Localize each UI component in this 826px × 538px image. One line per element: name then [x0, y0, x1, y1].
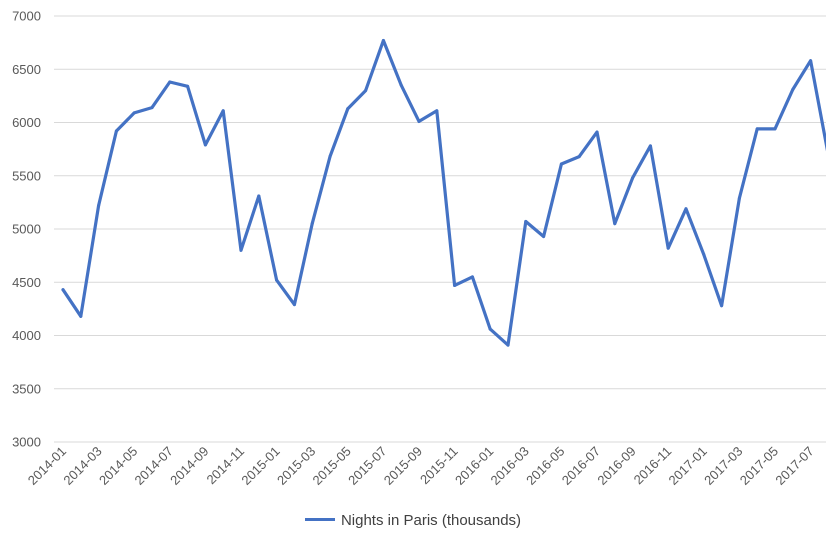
- data-point: [755, 127, 759, 131]
- data-point: [292, 303, 296, 307]
- x-tick-label: 2017-05: [737, 444, 781, 488]
- x-tick-label: 2015-07: [345, 444, 389, 488]
- legend-swatch: [304, 517, 335, 521]
- data-point: [275, 278, 279, 282]
- series-line-0: [61, 38, 826, 347]
- series-lines: [61, 38, 826, 347]
- data-point: [61, 288, 65, 292]
- y-tick-label: 6000: [12, 115, 41, 130]
- y-tick-label: 6500: [12, 62, 41, 77]
- data-point: [435, 109, 439, 113]
- data-point: [737, 196, 741, 200]
- data-point: [577, 155, 581, 159]
- data-point: [132, 111, 136, 115]
- data-point: [648, 144, 652, 148]
- x-tick-label: 2016-03: [488, 444, 532, 488]
- data-point: [399, 83, 403, 87]
- data-point: [613, 222, 617, 226]
- x-tick-label: 2014-03: [60, 444, 104, 488]
- y-axis: 3000 3500 4000 4500 5000 5500 6000 6500 7000: [12, 9, 41, 450]
- data-point: [150, 106, 154, 110]
- data-point: [381, 38, 385, 42]
- x-tick-label: 2017-03: [701, 444, 745, 488]
- x-tick-label: 2017-01: [666, 444, 710, 488]
- x-tick-label: 2016-07: [559, 444, 603, 488]
- data-point: [364, 89, 368, 93]
- data-point: [791, 87, 795, 91]
- data-point: [203, 143, 207, 147]
- data-point: [346, 107, 350, 111]
- legend: Nights in Paris (thousands): [0, 512, 826, 529]
- y-tick-label: 4000: [12, 328, 41, 343]
- x-tick-label: 2016-01: [452, 444, 496, 488]
- data-point: [488, 327, 492, 331]
- x-tick-label: 2014-09: [167, 444, 211, 488]
- y-tick-label: 5500: [12, 168, 41, 183]
- data-point: [524, 220, 528, 224]
- y-tick-label: 5000: [12, 222, 41, 237]
- data-point: [809, 59, 813, 63]
- data-point: [666, 246, 670, 250]
- x-tick-label: 2016-09: [594, 444, 638, 488]
- data-point: [631, 176, 635, 180]
- data-point: [506, 343, 510, 347]
- data-point: [79, 314, 83, 318]
- data-point: [702, 253, 706, 257]
- y-tick-label: 3000: [12, 435, 41, 450]
- data-point: [720, 304, 724, 308]
- data-point: [417, 119, 421, 123]
- data-point: [310, 222, 314, 226]
- x-tick-label: 2016-05: [523, 444, 567, 488]
- data-point: [453, 283, 457, 287]
- data-point: [168, 80, 172, 84]
- data-point: [773, 127, 777, 131]
- legend-label: Nights in Paris (thousands): [340, 512, 522, 529]
- x-axis: 2014-012014-032014-052014-072014-092014-…: [25, 444, 817, 488]
- data-point: [595, 130, 599, 134]
- x-tick-label: 2015-03: [274, 444, 318, 488]
- x-tick-label: 2015-05: [310, 444, 354, 488]
- data-point: [684, 207, 688, 211]
- x-tick-label: 2017-07: [772, 444, 816, 488]
- y-tick-label: 3500: [12, 381, 41, 396]
- data-point: [114, 129, 118, 133]
- x-tick-label: 2015-09: [381, 444, 425, 488]
- x-tick-label: 2015-01: [238, 444, 282, 488]
- data-point: [221, 109, 225, 113]
- y-tick-label: 4500: [12, 275, 41, 290]
- data-point: [257, 194, 261, 198]
- x-tick-label: 2014-07: [132, 444, 176, 488]
- data-point: [470, 275, 474, 279]
- data-point: [186, 84, 190, 88]
- data-point: [542, 234, 546, 238]
- gridlines: [54, 15, 826, 443]
- data-point: [559, 162, 563, 166]
- x-tick-label: 2014-01: [25, 444, 69, 488]
- data-point: [97, 204, 101, 208]
- data-point: [328, 155, 332, 159]
- y-tick-label: 7000: [12, 9, 41, 24]
- data-point: [239, 248, 243, 252]
- x-tick-label: 2014-05: [96, 444, 140, 488]
